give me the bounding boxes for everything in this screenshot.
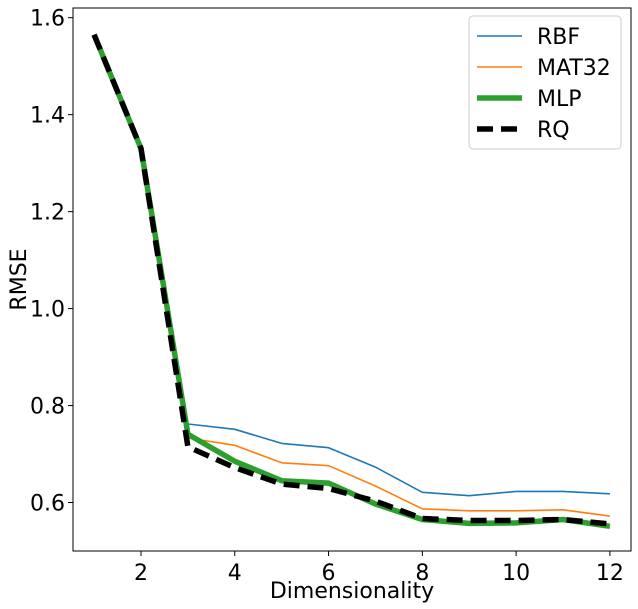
legend-label-rq: RQ <box>537 118 570 143</box>
y-axis-label: RMSE <box>7 248 32 310</box>
plot-frame <box>72 7 632 552</box>
legend: RBF MAT32 MLP RQ <box>468 15 622 150</box>
x-axis-label: Dimensionality <box>270 579 434 604</box>
y-tick-label: 1.2 <box>30 201 65 226</box>
x-tick-label: 8 <box>415 561 429 586</box>
series-lines <box>91 33 611 530</box>
x-tick-label: 4 <box>228 561 242 586</box>
x-tick-label: 2 <box>134 561 148 586</box>
y-tick-label: 0.8 <box>30 395 65 420</box>
x-tick-label: 10 <box>502 561 530 586</box>
series-line-rq <box>91 33 611 527</box>
legend-label-mat32: MAT32 <box>537 56 611 81</box>
x-tick-label: 12 <box>596 561 624 586</box>
x-axis-ticks: 2 4 6 8 10 12 <box>134 551 624 586</box>
y-tick-label: 1.0 <box>30 298 65 323</box>
y-tick-label: 0.6 <box>30 492 65 517</box>
legend-box <box>468 15 622 150</box>
y-tick-label: 1.6 <box>30 7 65 32</box>
legend-label-rbf: RBF <box>537 25 580 50</box>
y-axis-ticks: 0.6 0.8 1.0 1.2 1.4 1.6 <box>30 7 73 517</box>
x-tick-label: 6 <box>322 561 336 586</box>
legend-label-mlp: MLP <box>537 87 582 112</box>
y-tick-label: 1.4 <box>30 104 65 129</box>
